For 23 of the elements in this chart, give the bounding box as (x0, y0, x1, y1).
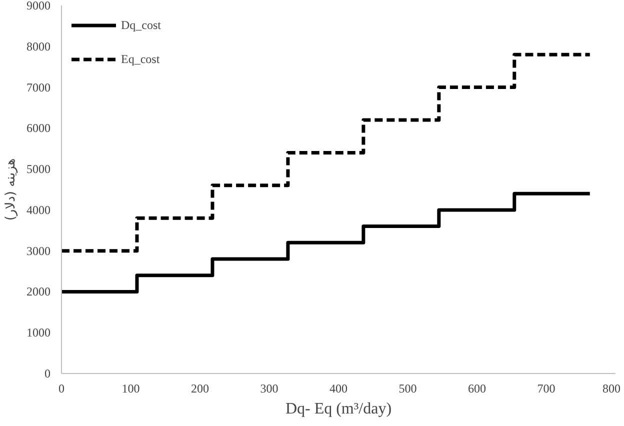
y-axis-title: هزینه (دلار) (4, 158, 18, 221)
y-tick-label: 6000 (26, 121, 50, 136)
y-tick-label: 0 (44, 366, 50, 380)
legend-label: Dq_cost (121, 18, 161, 32)
x-tick-label: 700 (537, 382, 556, 396)
x-tick-label: 500 (398, 382, 417, 396)
x-tick-label: 100 (122, 382, 140, 396)
y-tick-label: 8000 (26, 39, 50, 54)
y-tick-label: 3000 (26, 244, 50, 258)
x-tick-label: 800 (602, 382, 620, 396)
x-tick-label: 300 (260, 382, 278, 396)
x-axis-title: Dq- Eq (m³/day) (285, 400, 392, 418)
x-tick-label: 0 (58, 382, 64, 396)
y-tick-label: 7000 (26, 80, 50, 94)
x-tick-label: 200 (191, 382, 209, 396)
y-tick-label: 5000 (26, 162, 50, 176)
y-tick-label: 4000 (26, 202, 50, 217)
y-tick-label: 2000 (26, 284, 50, 299)
legend-label: Eq_cost (121, 52, 160, 66)
x-tick-label: 400 (330, 382, 348, 396)
x-tick-label: 600 (468, 382, 486, 396)
y-tick-label: 1000 (26, 326, 50, 340)
y-tick-label: 9000 (26, 0, 50, 12)
